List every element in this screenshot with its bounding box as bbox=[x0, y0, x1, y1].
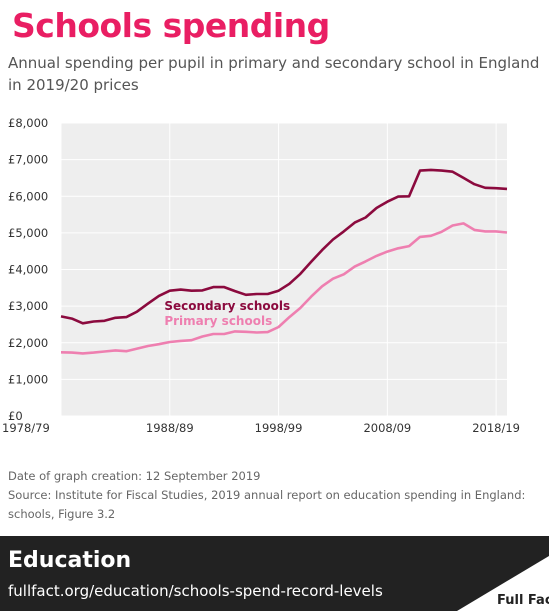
chart-subtitle: Annual spending per pupil in primary and… bbox=[8, 54, 540, 94]
series-line-secondary-schools bbox=[60, 168, 508, 325]
y-tick-label: £8,000 bbox=[8, 116, 48, 130]
y-tick-label: £4,000 bbox=[8, 263, 48, 277]
chart-title: Schools spending bbox=[12, 6, 330, 45]
x-tick-label: 1998/99 bbox=[255, 421, 303, 435]
series-line-primary-schools bbox=[60, 222, 508, 355]
svg-text:Full Fact: Full Fact bbox=[497, 593, 549, 608]
x-tick-label: 1988/89 bbox=[146, 421, 194, 435]
series-label-secondary-schools: Secondary schools bbox=[164, 299, 290, 313]
y-tick-label: £5,000 bbox=[8, 226, 48, 240]
footer-url-link[interactable]: fullfact.org/education/schools-spend-rec… bbox=[8, 582, 383, 600]
y-tick-label: £3,000 bbox=[8, 299, 48, 313]
footer-bar: Education fullfact.org/education/schools… bbox=[0, 536, 549, 611]
y-tick-label: £6,000 bbox=[8, 189, 48, 203]
x-tick-label: 2008/09 bbox=[363, 421, 411, 435]
footer-section-label: Education bbox=[8, 548, 132, 573]
y-tick-label: £1,000 bbox=[8, 372, 48, 386]
spending-line-chart: £0 £1,000 £2,000 £3,000 £4,000 £5,000 £6,000 £7… bbox=[2, 116, 520, 435]
x-tick-label: 1978/79 bbox=[2, 421, 50, 435]
x-tick-label: 2018/19 bbox=[472, 421, 520, 435]
source-note: Source: Institute for Fiscal Studies, 20… bbox=[8, 488, 526, 521]
y-tick-label: £0 bbox=[8, 409, 23, 423]
series-label-primary-schools: Primary schools bbox=[164, 314, 272, 328]
y-tick-label: £7,000 bbox=[8, 153, 48, 167]
y-tick-label: £2,000 bbox=[8, 336, 48, 350]
full-fact-logo: Full Fact bbox=[457, 556, 549, 611]
creation-date-note: Date of graph creation: 12 September 201… bbox=[8, 469, 261, 483]
